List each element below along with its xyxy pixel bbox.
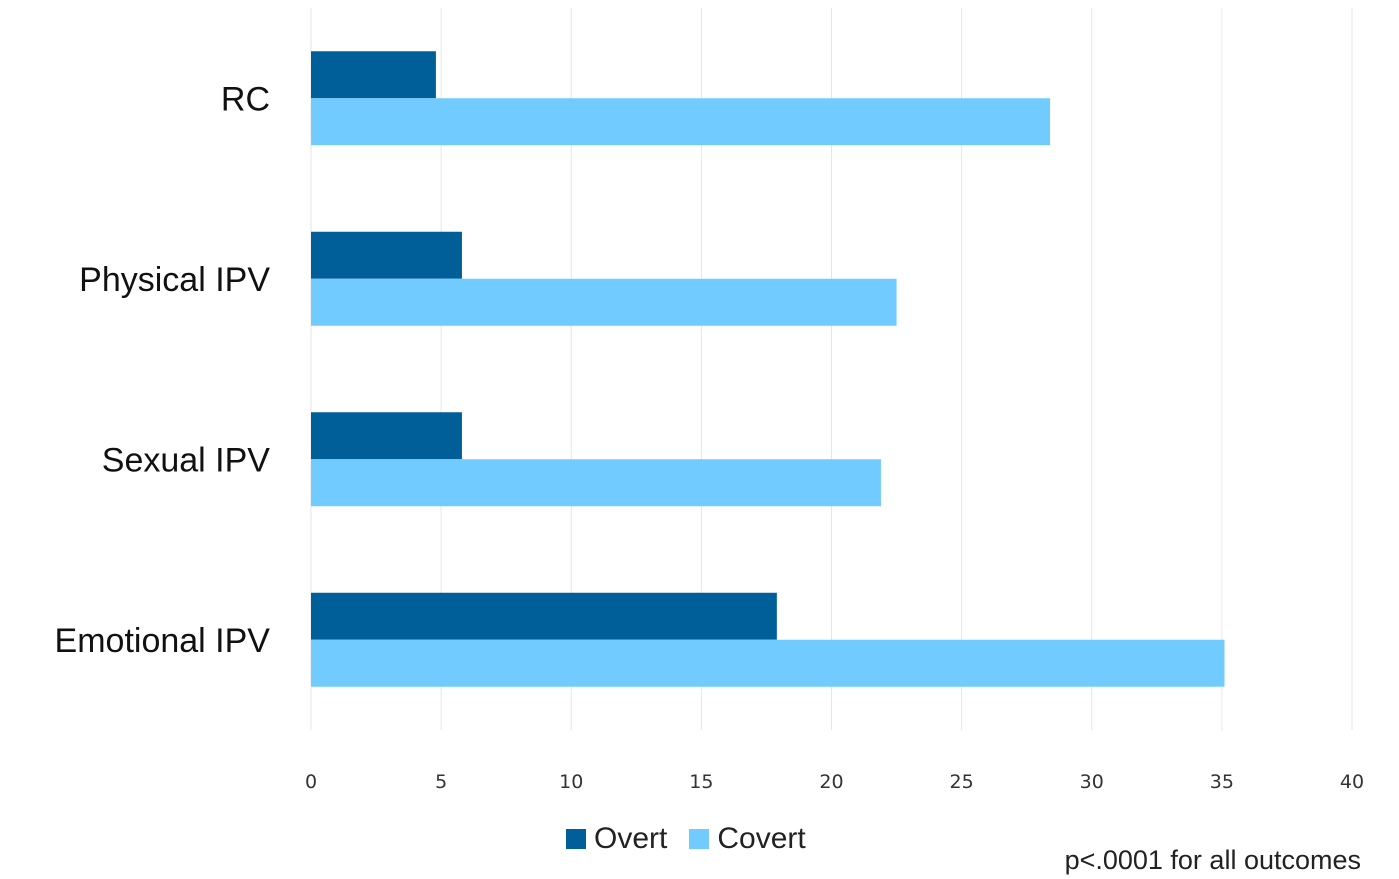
x-tick-label: 30	[1080, 771, 1104, 793]
category-label: Physical IPV	[79, 261, 270, 299]
x-tick-label: 10	[559, 771, 583, 793]
bar-covert	[311, 98, 1051, 146]
bar-covert	[311, 639, 1225, 687]
category-label: RC	[221, 80, 270, 118]
significance-note: p<.0001 for all outcomes	[1064, 845, 1361, 875]
legend: Overt Covert	[566, 822, 828, 856]
x-tick-label: 25	[950, 771, 974, 793]
category-labels: RC Physical IPV Sexual IPV Emotional IPV	[55, 80, 271, 660]
legend-item-covert: Covert	[689, 822, 806, 856]
category-label: Emotional IPV	[55, 622, 271, 660]
legend-swatch-covert	[689, 829, 710, 849]
x-tick-label: 0	[305, 771, 317, 793]
category-label: Sexual IPV	[102, 441, 271, 479]
legend-label-overt: Overt	[594, 822, 668, 855]
legend-label-covert: Covert	[717, 822, 806, 855]
x-tick-labels: 0 5 10 15 20 25 30 35 40	[305, 771, 1364, 793]
legend-item-overt: Overt	[566, 822, 667, 856]
x-tick-label: 15	[689, 771, 713, 793]
bar-covert	[311, 278, 897, 326]
legend-swatch-overt	[566, 829, 586, 849]
bars	[311, 51, 1225, 687]
bar-covert	[311, 459, 881, 507]
bar-overt	[311, 592, 777, 640]
x-tick-label: 20	[819, 771, 843, 793]
x-tick-label: 5	[435, 771, 447, 793]
x-tick-label: 35	[1210, 771, 1234, 793]
bar-overt	[311, 231, 462, 279]
x-tick-label: 40	[1340, 771, 1364, 793]
bar-overt	[311, 51, 436, 99]
bar-overt	[311, 412, 462, 460]
